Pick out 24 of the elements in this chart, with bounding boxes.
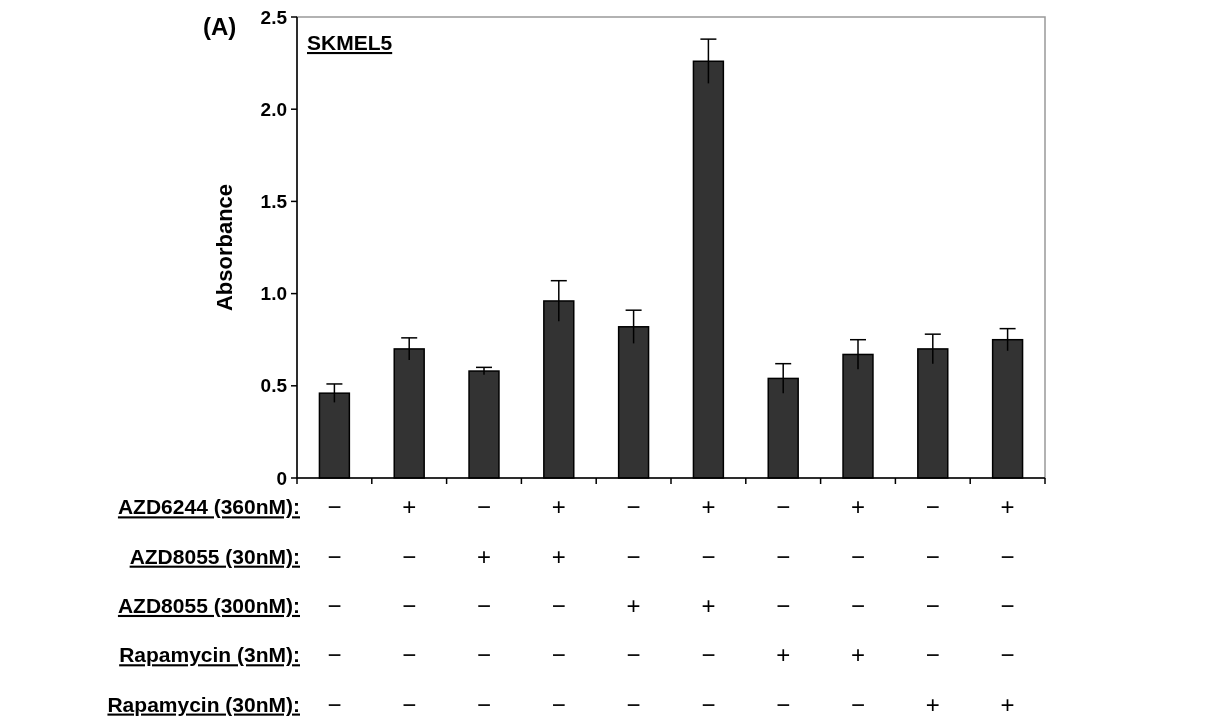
x-tick-label: + − − − + [1000, 493, 1015, 718]
text: AZD8055 (300nM): [117, 593, 300, 617]
text: AZD8055 (30nM): [129, 544, 300, 568]
x-tick-label: − − − − + [925, 493, 940, 718]
x-tick-label: − − − + − [776, 493, 791, 718]
y-tick-label: 2.0 [260, 98, 287, 120]
text: Rapamycin (30nM): [107, 692, 300, 716]
text: AZD6244 (360nM): [117, 495, 300, 519]
x-tick-label: − − − − − [327, 493, 342, 718]
y-axis-title: Absorbance [212, 183, 237, 312]
x-tick-label: + − − − − [402, 493, 417, 718]
y-tick-label: 0 [276, 467, 287, 489]
y-tick-label: 1.0 [260, 283, 287, 305]
y-tick-label: 2.5 [260, 6, 288, 28]
y-tick-label: 0.5 [260, 375, 288, 397]
x-tick-label: + + − − − [551, 493, 566, 718]
x-tick-label: − + − − − [476, 493, 492, 718]
text: (A) [203, 13, 237, 40]
y-tick-label: 1.5 [260, 191, 288, 213]
x-tick-label: + − + − − [701, 493, 716, 718]
x-tick-label: − − + − − [626, 493, 641, 718]
text: SKMEL5 [307, 31, 393, 54]
x-tick-label: + − − + − [850, 493, 866, 718]
text: Rapamycin (3nM): [119, 643, 300, 667]
